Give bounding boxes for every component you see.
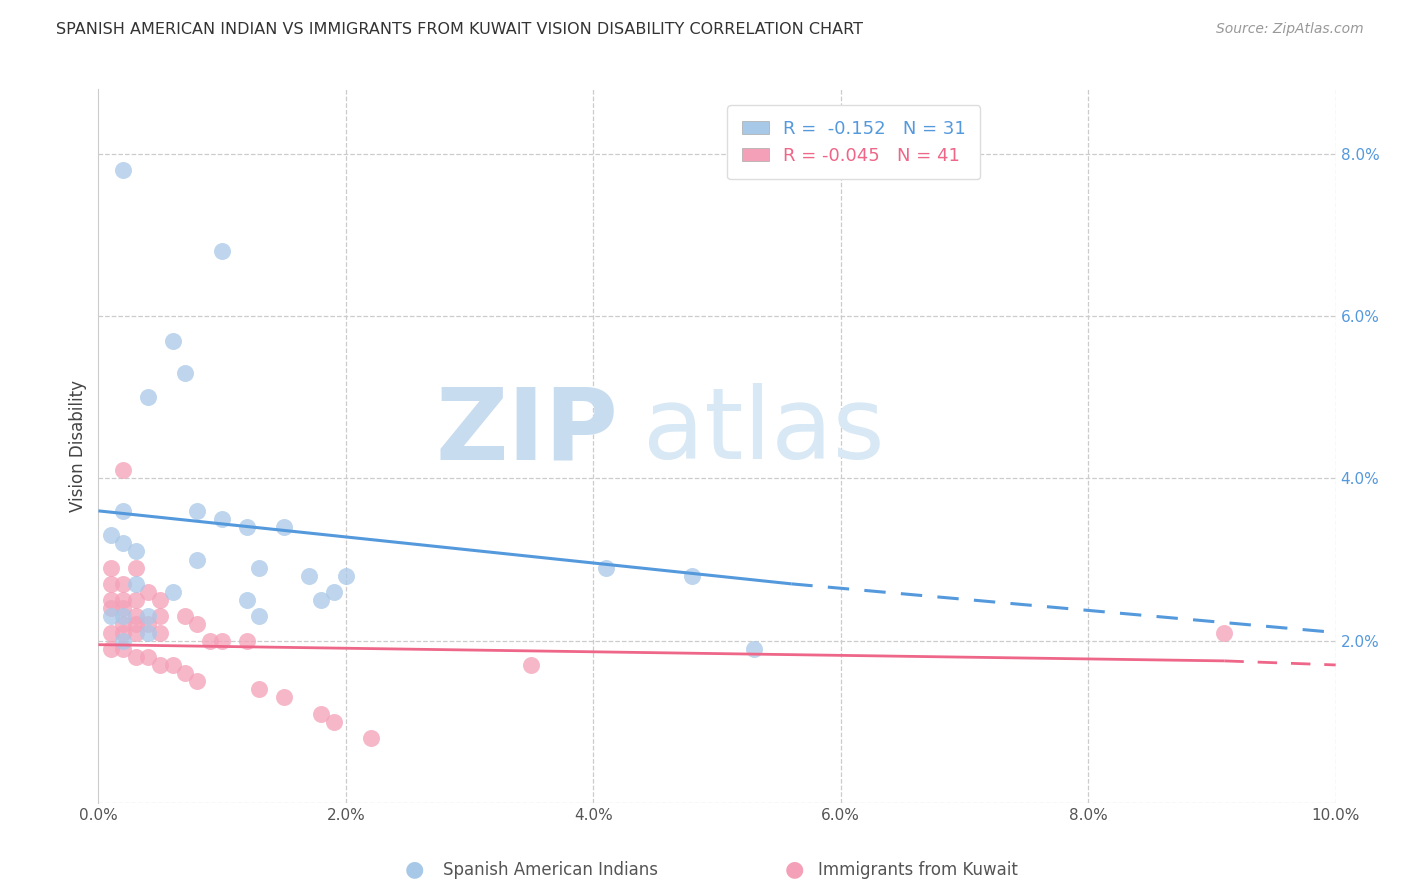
Point	[1213, 625, 1236, 640]
Point	[100, 641, 122, 656]
Point	[100, 625, 122, 640]
Point	[236, 633, 259, 648]
Point	[112, 504, 135, 518]
Point	[149, 593, 172, 607]
Point	[322, 585, 344, 599]
Point	[360, 731, 382, 745]
Point	[112, 593, 135, 607]
Point	[136, 585, 159, 599]
Point	[124, 609, 146, 624]
Point	[112, 625, 135, 640]
Text: atlas: atlas	[643, 384, 884, 480]
Point	[186, 674, 208, 689]
Text: ●: ●	[405, 860, 425, 880]
Point	[309, 706, 332, 721]
Point	[149, 657, 172, 672]
Point	[186, 617, 208, 632]
Point	[520, 657, 543, 672]
Point	[595, 560, 617, 574]
Point	[298, 568, 321, 582]
Point	[211, 633, 233, 648]
Point	[211, 512, 233, 526]
Point	[273, 690, 295, 705]
Point	[136, 609, 159, 624]
Point	[136, 649, 159, 664]
Point	[124, 593, 146, 607]
Text: Source: ZipAtlas.com: Source: ZipAtlas.com	[1216, 22, 1364, 37]
Point	[236, 520, 259, 534]
Text: ●: ●	[785, 860, 804, 880]
Point	[100, 593, 122, 607]
Text: ZIP: ZIP	[436, 384, 619, 480]
Point	[162, 334, 184, 348]
Point	[112, 633, 135, 648]
Y-axis label: Vision Disability: Vision Disability	[69, 380, 87, 512]
Text: SPANISH AMERICAN INDIAN VS IMMIGRANTS FROM KUWAIT VISION DISABILITY CORRELATION : SPANISH AMERICAN INDIAN VS IMMIGRANTS FR…	[56, 22, 863, 37]
Point	[174, 666, 197, 681]
Point	[198, 633, 221, 648]
Point	[273, 520, 295, 534]
Point	[100, 560, 122, 574]
Point	[149, 625, 172, 640]
Point	[112, 463, 135, 477]
Point	[681, 568, 703, 582]
Point	[174, 609, 197, 624]
Point	[136, 617, 159, 632]
Point	[247, 560, 270, 574]
Point	[112, 577, 135, 591]
Point	[112, 601, 135, 615]
Point	[322, 714, 344, 729]
Point	[236, 593, 259, 607]
Point	[149, 609, 172, 624]
Point	[124, 649, 146, 664]
Point	[112, 163, 135, 178]
Point	[124, 560, 146, 574]
Point	[112, 641, 135, 656]
Point	[124, 617, 146, 632]
Point	[124, 544, 146, 558]
Point	[186, 552, 208, 566]
Point	[100, 528, 122, 542]
Point	[100, 601, 122, 615]
Point	[112, 609, 135, 624]
Point	[162, 585, 184, 599]
Point	[186, 504, 208, 518]
Point	[309, 593, 332, 607]
Text: Immigrants from Kuwait: Immigrants from Kuwait	[818, 861, 1018, 879]
Point	[174, 366, 197, 380]
Point	[136, 390, 159, 404]
Point	[162, 657, 184, 672]
Legend: R =  -0.152   N = 31, R = -0.045   N = 41: R = -0.152 N = 31, R = -0.045 N = 41	[727, 105, 980, 179]
Text: Spanish American Indians: Spanish American Indians	[443, 861, 658, 879]
Point	[112, 536, 135, 550]
Point	[100, 609, 122, 624]
Point	[742, 641, 765, 656]
Point	[211, 244, 233, 259]
Point	[247, 609, 270, 624]
Point	[124, 625, 146, 640]
Point	[112, 617, 135, 632]
Point	[136, 625, 159, 640]
Point	[100, 577, 122, 591]
Point	[124, 577, 146, 591]
Point	[247, 682, 270, 697]
Point	[335, 568, 357, 582]
